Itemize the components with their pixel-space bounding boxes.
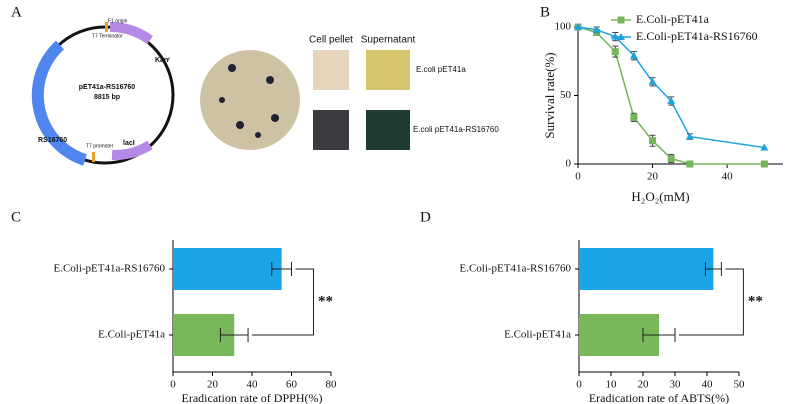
significance-bracket <box>679 268 744 336</box>
x-tick-label: 50 <box>734 379 746 391</box>
panel-label: A <box>11 4 22 20</box>
legend-label: E.Coli-pET41a-RS16760 <box>636 29 758 43</box>
photos <box>200 50 410 150</box>
marker <box>630 113 638 121</box>
panel-label: D <box>420 209 431 225</box>
marker <box>667 96 676 104</box>
y-axis-label: Survival rate(%) <box>542 52 557 138</box>
plasmid-name: pET41a-RS16760 <box>79 84 136 91</box>
marker <box>686 160 694 168</box>
panel-label: B <box>540 4 550 20</box>
significance-bracket <box>252 268 314 336</box>
x-tick-label: 0 <box>170 379 176 391</box>
panel-label: C <box>11 209 21 225</box>
photo-header: Supernatant <box>361 35 416 46</box>
y-tick-label: 100 <box>555 21 572 33</box>
marker <box>629 51 638 59</box>
marker <box>760 160 768 168</box>
x-tick-label: 20 <box>638 379 650 391</box>
feature-label: F1 origin <box>108 18 128 24</box>
plasmid-map <box>31 22 175 166</box>
x-tick-label: 40 <box>722 171 734 183</box>
y-tick-label: 0 <box>566 158 572 170</box>
series-line <box>577 26 765 149</box>
feature-label: RS16760 <box>38 137 67 144</box>
error-bar <box>704 262 722 276</box>
error-bar <box>271 262 292 276</box>
x-tick-label: 20 <box>207 379 219 391</box>
photo-header: Cell pellet <box>309 35 353 46</box>
marker <box>649 137 657 145</box>
significance-label: ** <box>748 293 763 309</box>
bar <box>579 248 714 290</box>
photo-row-label: E.coli pET41a-RS16760 <box>413 125 499 134</box>
x-axis-label: Eradication rate of DPPH(%) <box>182 391 323 404</box>
legend-marker <box>617 16 625 24</box>
y-tick-label: E.Coli-pET41a-RS16760 <box>53 263 165 275</box>
feature-label: T7 Terminator <box>92 33 123 39</box>
x-axis-label: Eradication rate of ABTS(%) <box>589 391 729 404</box>
x-tick-label: 10 <box>606 379 618 391</box>
photo-row-label: E.coli pET41a <box>416 65 466 74</box>
feature-label: lacI <box>123 140 135 147</box>
legend-label: E.Coli-pET41a <box>636 12 710 26</box>
x-axis-label: H₂O₂(mM) <box>631 189 689 204</box>
x-tick-label: 30 <box>670 379 682 391</box>
significance-label: ** <box>318 293 333 309</box>
error-bar <box>642 328 676 342</box>
marker <box>574 23 582 30</box>
marker <box>611 32 620 40</box>
marker <box>648 77 657 85</box>
x-tick-label: 0 <box>575 171 581 183</box>
feature-label: Kanʳ <box>155 57 170 64</box>
marker <box>685 132 694 140</box>
plasmid-size: 8815 bp <box>94 94 120 101</box>
marker <box>760 143 769 151</box>
y-tick-label: E.Coli-pET41a <box>98 329 165 341</box>
bar <box>173 248 282 290</box>
marker <box>611 48 619 56</box>
x-tick-label: 0 <box>576 379 582 391</box>
marker <box>667 155 675 163</box>
x-tick-label: 20 <box>647 171 659 183</box>
legend-marker <box>617 33 625 40</box>
x-tick-label: 40 <box>702 379 714 391</box>
x-tick-label: 80 <box>326 379 338 391</box>
feature-label: T7 promoter <box>86 143 114 149</box>
y-tick-label: E.Coli-pET41a <box>504 329 571 341</box>
y-tick-label: E.Coli-pET41a-RS16760 <box>459 263 571 275</box>
error-bar <box>219 328 249 342</box>
x-tick-label: 40 <box>247 379 259 391</box>
x-tick-label: 60 <box>286 379 298 391</box>
y-tick-label: 50 <box>560 89 572 101</box>
marker <box>592 25 601 33</box>
